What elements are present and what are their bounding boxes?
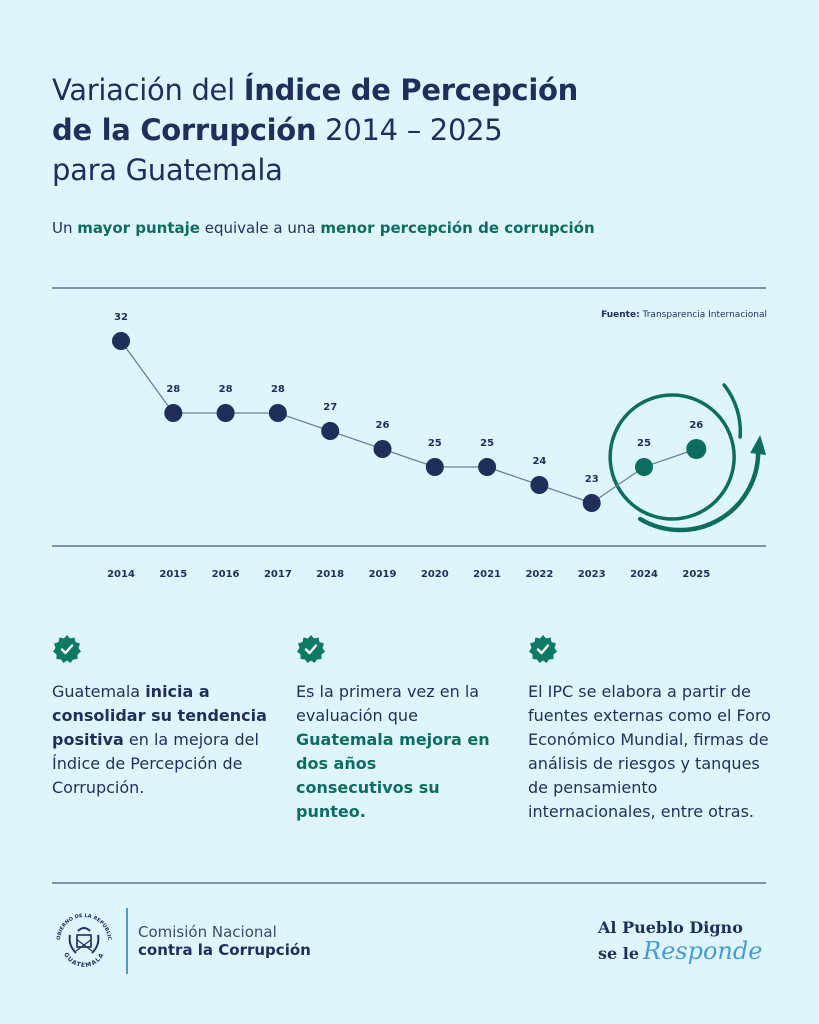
chart-data-label: 28	[166, 384, 180, 395]
card-text-segment: Guatemala	[52, 682, 146, 701]
chart-point	[686, 439, 707, 459]
card-text-segment: en la mejora del Índice de Percepción de…	[52, 730, 259, 797]
chart-line-segment	[277, 412, 331, 432]
highlight-arrow-head	[750, 435, 767, 455]
top-divider	[52, 287, 766, 289]
highlight-circle	[608, 393, 736, 521]
slogan-line2-prefix: se le	[598, 944, 640, 963]
verified-check-icon	[296, 634, 326, 664]
x-tick-label: 2022	[525, 569, 553, 580]
highlight-annotation	[608, 383, 767, 533]
axis-divider	[52, 545, 766, 547]
x-tick-label: 2018	[316, 569, 344, 580]
x-tick-label: 2015	[159, 569, 187, 580]
slogan-logo: Al Pueblo Digno se le Responde	[598, 918, 778, 965]
chart-lines	[120, 340, 697, 504]
card-text: Guatemala inicia a consolidar su tendenc…	[52, 680, 282, 800]
info-card-1: Guatemala inicia a consolidar su tendenc…	[52, 634, 282, 800]
chart-point	[321, 422, 340, 440]
page-title: Variación del Índice de Percepción de la…	[52, 70, 692, 190]
highlight-arrow-arc	[637, 449, 761, 533]
chart-data-label: 26	[376, 420, 390, 431]
ccn-logo: GOBIERNO DE LA REPÚBLICA GUATEMALA Comis…	[48, 905, 311, 977]
chart-data-label: 25	[428, 438, 442, 449]
subtitle-text: equivale a una	[199, 219, 321, 237]
chart-data-label: 32	[114, 312, 128, 323]
subtitle-highlight: mayor puntaje	[77, 219, 200, 237]
card-text-highlight: Guatemala mejora en dos años consecutivo…	[296, 730, 490, 821]
chart-point	[478, 458, 497, 476]
chart-data-label: 24	[532, 456, 546, 467]
org-name-line1: Comisión Nacional	[138, 923, 277, 941]
logo-divider	[126, 908, 128, 974]
chart-data-label: 28	[271, 384, 285, 395]
title-part: Variación del	[52, 73, 244, 107]
chart-point	[112, 332, 130, 350]
chart-point	[164, 404, 183, 422]
x-tick-label: 2016	[212, 569, 240, 580]
highlight-arc-upper	[722, 383, 743, 439]
title-part: Índice de Percepción	[243, 73, 578, 107]
chart-line-segment	[120, 340, 174, 414]
chart-line-segment	[591, 466, 645, 504]
slogan-line2-script: Responde	[643, 937, 763, 965]
title-part: de la Corrupción	[52, 113, 317, 147]
subtitle: Un mayor puntaje equivale a una menor pe…	[52, 219, 595, 237]
card-text-segment: Es la primera vez en la evaluación que	[296, 682, 480, 725]
info-card-3: El IPC se elabora a partir de fuentes ex…	[528, 634, 778, 824]
x-tick-label: 2019	[369, 569, 397, 580]
card-text-segment: El IPC se elabora a partir de fuentes ex…	[528, 682, 771, 821]
chart-data-label: 23	[585, 474, 599, 485]
chart-point	[530, 476, 549, 494]
title-part: 2014 – 2025	[316, 113, 503, 147]
chart-data-label: 25	[480, 438, 494, 449]
x-tick-label: 2021	[473, 569, 501, 580]
chart-line-segment	[486, 466, 540, 486]
x-tick-label: 2014	[107, 569, 135, 580]
title-part: para Guatemala	[52, 153, 283, 187]
x-tick-label: 2017	[264, 569, 292, 580]
chart-line-segment	[539, 484, 592, 504]
slogan-line1: Al Pueblo Digno	[598, 918, 743, 937]
chart-point	[425, 458, 444, 476]
chart-x-ticks: 2014 2015 2016 2017 2018 2019 2020 2021 2022 2023…	[107, 569, 710, 580]
footer-divider	[52, 882, 766, 884]
chart-line-segment	[329, 430, 383, 450]
org-name: Comisión Nacional contra la Corrupción	[138, 923, 311, 959]
chart-data-labels: 32 28 28 28 27 26 25 25 24 23 25 26	[114, 312, 703, 485]
card-text: Es la primera vez en la evaluación que G…	[296, 680, 496, 824]
card-text-bold: inicia a consolidar su tendencia positiv…	[52, 682, 267, 749]
chart-points	[112, 332, 707, 512]
x-tick-label: 2024	[630, 569, 658, 580]
x-tick-label: 2020	[421, 569, 449, 580]
chart-data-label: 27	[323, 402, 337, 413]
chart-data-label: 26	[689, 420, 703, 431]
subtitle-highlight: menor percepción de corrupción	[320, 219, 595, 237]
card-text: El IPC se elabora a partir de fuentes ex…	[528, 680, 778, 824]
org-name-line2: contra la Corrupción	[138, 941, 311, 959]
source-note: Fuente: Transparencia Internacional	[601, 310, 767, 320]
verified-check-icon	[52, 634, 82, 664]
chart-point	[373, 440, 392, 458]
svg-text:GUATEMALA: GUATEMALA	[62, 951, 106, 969]
chart-point	[268, 404, 287, 422]
chart-point	[216, 404, 235, 422]
verified-check-icon	[528, 634, 558, 664]
chart-data-label: 28	[219, 384, 233, 395]
chart-line-segment	[382, 448, 436, 468]
source-label: Fuente:	[601, 310, 640, 320]
subtitle-text: Un	[52, 219, 78, 237]
source-value: Transparencia Internacional	[639, 310, 767, 320]
chart-data-label: 25	[637, 438, 651, 449]
slogan-line2: se le Responde	[598, 937, 778, 965]
chart-point	[582, 494, 601, 512]
info-card-2: Es la primera vez en la evaluación que G…	[296, 634, 496, 824]
x-tick-label: 2025	[682, 569, 710, 580]
guatemala-seal-icon: GOBIERNO DE LA REPÚBLICA GUATEMALA	[48, 905, 112, 969]
x-tick-label: 2023	[578, 569, 606, 580]
chart-point	[635, 458, 653, 476]
